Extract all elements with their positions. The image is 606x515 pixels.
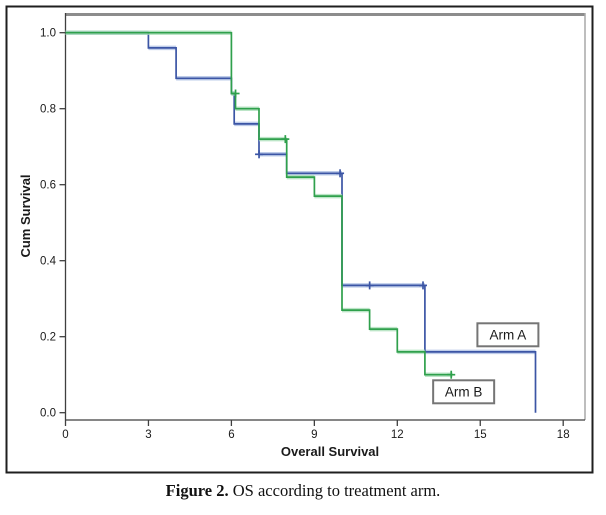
label-box-arm-a	[476, 322, 540, 348]
figure-caption: Figure 2. OS according to treatment arm.	[0, 481, 606, 501]
arm-a-curve	[65, 31, 537, 413]
x-tick-label: 12	[391, 429, 404, 441]
y-tick-label: 0.6	[40, 180, 56, 192]
label-box-arm-b	[432, 379, 496, 405]
km-survival-chart: 0.0 0.2 0.4 0.6 0.8 1.0 0 3 6 9 12 15 18 Cum Survival…	[5, 5, 594, 474]
y-tick-label: 0.0	[40, 408, 56, 420]
label-box-arm-b-text: Arm B	[445, 384, 483, 399]
caption-text: OS according to treatment arm.	[228, 481, 441, 500]
x-tick-label: 3	[145, 429, 151, 441]
label-box-arm-a-text: Arm A	[490, 327, 527, 342]
x-tick-label: 0	[62, 429, 68, 441]
figure-border	[5, 5, 594, 474]
x-tick-label: 15	[474, 429, 487, 441]
x-axis-title: Overall Survival	[281, 444, 379, 459]
caption-figure-number: Figure 2.	[165, 481, 229, 500]
y-tick-label: 0.2	[40, 332, 56, 344]
y-tick-label: 0.8	[40, 104, 56, 116]
y-tick-label: 0.4	[40, 256, 57, 268]
arm-b-curve	[65, 31, 453, 376]
y-tick-label: 1.0	[40, 28, 56, 40]
x-tick-label: 6	[228, 429, 234, 441]
x-tick-label: 9	[311, 429, 317, 441]
y-axis-title: Cum Survival	[18, 174, 33, 257]
x-tick-label: 18	[557, 429, 570, 441]
